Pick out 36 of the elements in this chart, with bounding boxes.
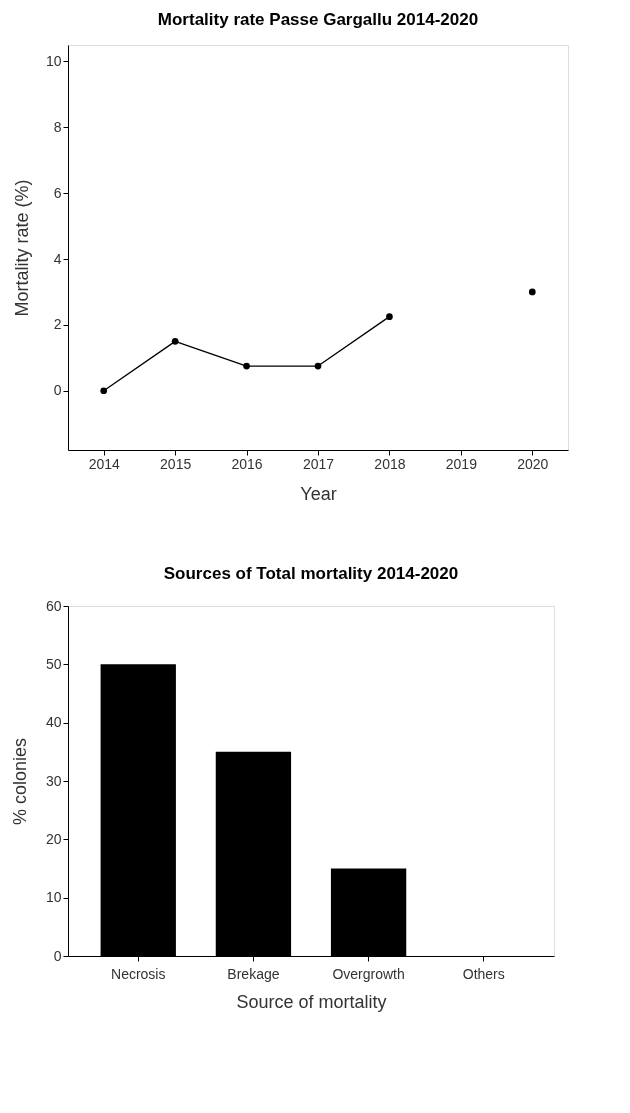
x-tick-label: Overgrowth: [332, 965, 405, 982]
y-tick-label: 4: [53, 250, 62, 267]
y-tick-label: 20: [45, 830, 62, 847]
y-tick-label: 6: [53, 184, 62, 201]
y-tick-label: 2: [53, 316, 62, 333]
point: [528, 288, 536, 296]
x-tick-label: 2017: [302, 455, 335, 472]
x-axis-title: Year: [300, 483, 337, 504]
x-tick-label: 2014: [88, 455, 120, 472]
y-tick-label: 10: [45, 52, 62, 69]
point: [386, 313, 393, 320]
x-tick-label: 2015: [160, 455, 192, 472]
y-tick-label: 0: [53, 382, 62, 399]
y-tick-label: 50: [45, 655, 62, 672]
x-axis-title: Source of mortality: [236, 991, 387, 1012]
x-tick-label: Brekage: [227, 965, 280, 982]
y-tick-label: 8: [53, 118, 62, 135]
y-tick-label: 60: [45, 597, 62, 614]
chart-title: Mortality rate Passe Gargallu 2014-2020: [157, 10, 479, 29]
x-tick-label: 2016: [231, 455, 263, 472]
point: [100, 387, 108, 395]
x-tick-label: Others: [462, 965, 505, 982]
point: [314, 362, 322, 370]
x-tick-label: Necrosis: [111, 965, 166, 982]
point: [171, 337, 179, 345]
chart-title: Sources of Total mortality 2014-2020: [163, 564, 459, 583]
y-tick-label: 40: [45, 714, 62, 731]
y-tick-label: 30: [45, 772, 62, 789]
x-tick-label: 2019: [445, 455, 478, 472]
y-axis-title: Mortality rate (%): [11, 179, 32, 317]
y-tick-label: 0: [53, 947, 62, 964]
y-axis-title: % colonies: [9, 737, 30, 826]
x-tick-label: 2020: [517, 455, 549, 472]
y-tick-label: 10: [45, 889, 62, 906]
point: [243, 362, 250, 370]
x-tick-label: 2018: [374, 455, 406, 472]
